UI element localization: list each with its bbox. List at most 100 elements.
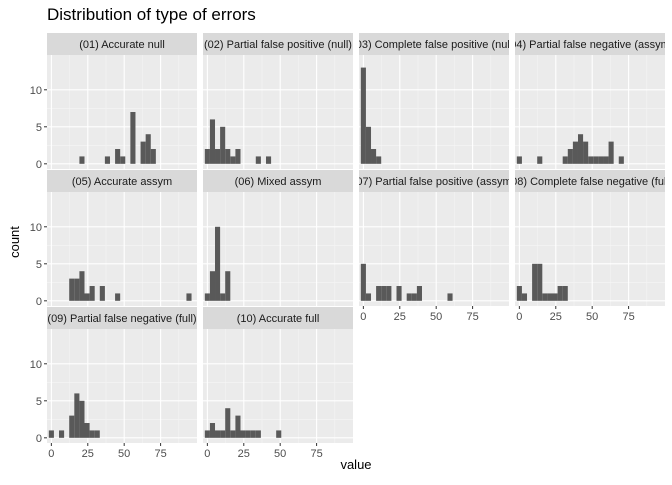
- histogram-bar: [371, 149, 377, 164]
- facet-panel: (01) Accurate null 0 5 10: [30, 33, 197, 171]
- facet-strip: [47, 33, 197, 55]
- histogram-bar: [276, 430, 282, 438]
- x-tick-label: 75: [466, 311, 478, 323]
- facet-strip-label: (03) Complete false positive (null): [352, 39, 516, 51]
- facet-strip-label: (09) Partial false negative (full): [47, 313, 196, 325]
- histogram-bar: [618, 156, 624, 164]
- x-tick-label: 75: [154, 448, 166, 460]
- x-tick-label: 25: [394, 311, 406, 323]
- histogram-bar: [386, 286, 392, 301]
- histogram-bar: [59, 430, 65, 438]
- x-tick-label: 25: [82, 448, 94, 460]
- histogram-bar: [115, 149, 121, 164]
- facet-strip: [47, 170, 197, 192]
- histogram-bar: [204, 430, 210, 438]
- facet-panel: (04) Partial false negative (assym): [507, 33, 672, 169]
- facet-panel: (06) Mixed assym: [203, 170, 353, 306]
- histogram-bar: [255, 430, 261, 438]
- facet-strip: [203, 307, 353, 329]
- facet-panel: (10) Accurate full 0 25 50 75: [203, 307, 353, 460]
- histogram-bar: [225, 271, 231, 301]
- facet-strip-label: (06) Mixed assym: [235, 176, 322, 188]
- histogram-bar: [84, 293, 90, 301]
- histogram-bar: [542, 293, 548, 301]
- histogram-bar: [69, 415, 75, 438]
- facet-strip-label: (04) Partial false negative (assym): [507, 39, 672, 51]
- histogram-bar: [230, 430, 236, 438]
- y-tick-label: 5: [36, 122, 42, 134]
- histogram-bar: [104, 156, 110, 164]
- facet-strip-label: (05) Accurate assym: [72, 176, 172, 188]
- facet-strip: [515, 33, 665, 55]
- x-tick-label: 50: [274, 448, 286, 460]
- histogram-bar: [74, 393, 80, 438]
- histogram-bar: [235, 149, 241, 164]
- facet-strip: [203, 33, 353, 55]
- histogram-bar: [48, 430, 54, 438]
- y-tick-label: 0: [36, 296, 42, 308]
- histogram-bar: [204, 149, 210, 164]
- histogram-bar: [572, 141, 578, 164]
- histogram-bar: [608, 141, 614, 164]
- facet-strip-label: (10) Accurate full: [237, 313, 320, 325]
- histogram-bar: [220, 430, 226, 438]
- histogram-bar: [220, 293, 226, 301]
- facet-panel: (02) Partial false positive (null): [203, 33, 353, 169]
- histogram-bar: [215, 226, 221, 301]
- x-tick-label: 0: [360, 311, 366, 323]
- histogram-bar: [567, 149, 573, 164]
- facet-strip-label: (02) Partial false positive (null): [204, 39, 352, 51]
- y-tick-label: 0: [36, 433, 42, 445]
- x-tick-label: 0: [516, 311, 522, 323]
- histogram-bar: [562, 286, 568, 301]
- histogram-bar: [230, 156, 236, 164]
- histogram-bar: [130, 112, 136, 164]
- facet-panel: (08) Complete false negative (full) 0 25 50…: [507, 170, 672, 323]
- x-tick-label: 50: [586, 311, 598, 323]
- histogram-bar: [376, 286, 382, 301]
- histogram-bar: [265, 156, 272, 164]
- facet-panels: (01) Accurate null 0 5 10 (02) Partial false…: [30, 33, 672, 460]
- histogram-bar: [186, 293, 192, 301]
- x-tick-label: 25: [550, 311, 562, 323]
- histogram-bar: [516, 286, 522, 301]
- histogram-bar: [140, 141, 146, 164]
- histogram-bar: [537, 156, 543, 164]
- histogram-bar: [532, 263, 538, 301]
- histogram-bar: [552, 293, 558, 301]
- facet-panel: (07) Partial false positive (assym) 0 25 50…: [359, 170, 509, 323]
- histogram-bar: [521, 293, 528, 301]
- histogram-bar: [99, 286, 105, 301]
- x-tick-label: 25: [238, 448, 250, 460]
- x-tick-label: 50: [430, 311, 442, 323]
- x-tick-label: 0: [48, 448, 54, 460]
- histogram-bar: [516, 156, 522, 164]
- facet-plot-area: [47, 55, 197, 169]
- facet-strip-label: (01) Accurate null: [79, 39, 165, 51]
- histogram-bar: [235, 415, 241, 438]
- histogram-bar: [376, 156, 382, 164]
- histogram-bar: [598, 156, 604, 164]
- histogram-bar: [69, 278, 75, 301]
- histogram-bar: [411, 293, 417, 301]
- histogram-bar: [381, 286, 387, 301]
- histogram-bar: [250, 430, 256, 438]
- histogram-bar: [360, 263, 366, 301]
- x-tick-label: 75: [310, 448, 322, 460]
- histogram-bar: [120, 156, 126, 164]
- chart-title: Distribution of type of errors: [47, 5, 256, 24]
- histogram-bar: [447, 293, 453, 301]
- histogram-bar: [547, 293, 553, 301]
- histogram-bar: [94, 430, 100, 438]
- facet-strip-label: (08) Complete false negative (full): [507, 176, 672, 188]
- histogram-bar: [577, 134, 584, 164]
- y-axis-title: count: [7, 226, 22, 258]
- histogram-bar: [583, 141, 589, 164]
- histogram-bar: [215, 149, 221, 164]
- histogram-bar: [225, 149, 231, 164]
- y-tick-label: 5: [36, 396, 42, 408]
- histogram-bar: [209, 423, 216, 438]
- histogram-bar: [215, 430, 221, 438]
